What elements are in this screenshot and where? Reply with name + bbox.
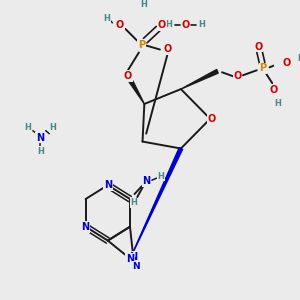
Text: H: H (37, 147, 44, 156)
Text: O: O (158, 20, 166, 30)
Text: O: O (254, 41, 263, 52)
Text: N: N (142, 176, 151, 186)
Text: P: P (260, 63, 267, 73)
Text: N: N (132, 262, 140, 271)
Polygon shape (130, 148, 182, 259)
Text: H: H (50, 123, 56, 132)
Text: H: H (24, 123, 31, 132)
Text: H: H (274, 100, 281, 109)
Text: P: P (138, 40, 145, 50)
Text: O: O (124, 71, 132, 81)
Text: O: O (163, 44, 171, 55)
Polygon shape (181, 70, 218, 89)
Text: O: O (233, 71, 242, 81)
Text: N: N (126, 254, 134, 264)
Text: H: H (297, 54, 300, 63)
Text: N: N (36, 133, 44, 142)
Text: H: H (199, 20, 205, 29)
Text: H: H (166, 20, 172, 29)
Text: H: H (158, 172, 164, 181)
Text: H: H (140, 0, 147, 9)
Text: O: O (208, 114, 216, 124)
Text: H: H (103, 14, 110, 23)
Text: N: N (104, 180, 112, 190)
Text: N: N (82, 222, 90, 232)
Text: O: O (181, 20, 190, 30)
Text: O: O (270, 85, 278, 95)
Polygon shape (126, 75, 144, 104)
Text: N: N (129, 252, 137, 262)
Text: O: O (116, 20, 124, 30)
Text: O: O (283, 58, 291, 68)
Text: H: H (130, 199, 137, 208)
